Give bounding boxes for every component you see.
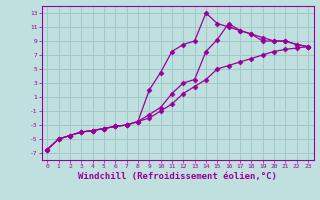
X-axis label: Windchill (Refroidissement éolien,°C): Windchill (Refroidissement éolien,°C)	[78, 172, 277, 181]
